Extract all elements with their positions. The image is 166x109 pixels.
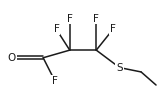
Text: F: F — [110, 24, 116, 34]
Text: F: F — [53, 24, 59, 34]
Text: F: F — [52, 76, 58, 86]
Text: O: O — [7, 53, 16, 63]
Text: F: F — [67, 14, 73, 24]
Text: S: S — [116, 63, 123, 73]
Text: F: F — [93, 14, 99, 24]
